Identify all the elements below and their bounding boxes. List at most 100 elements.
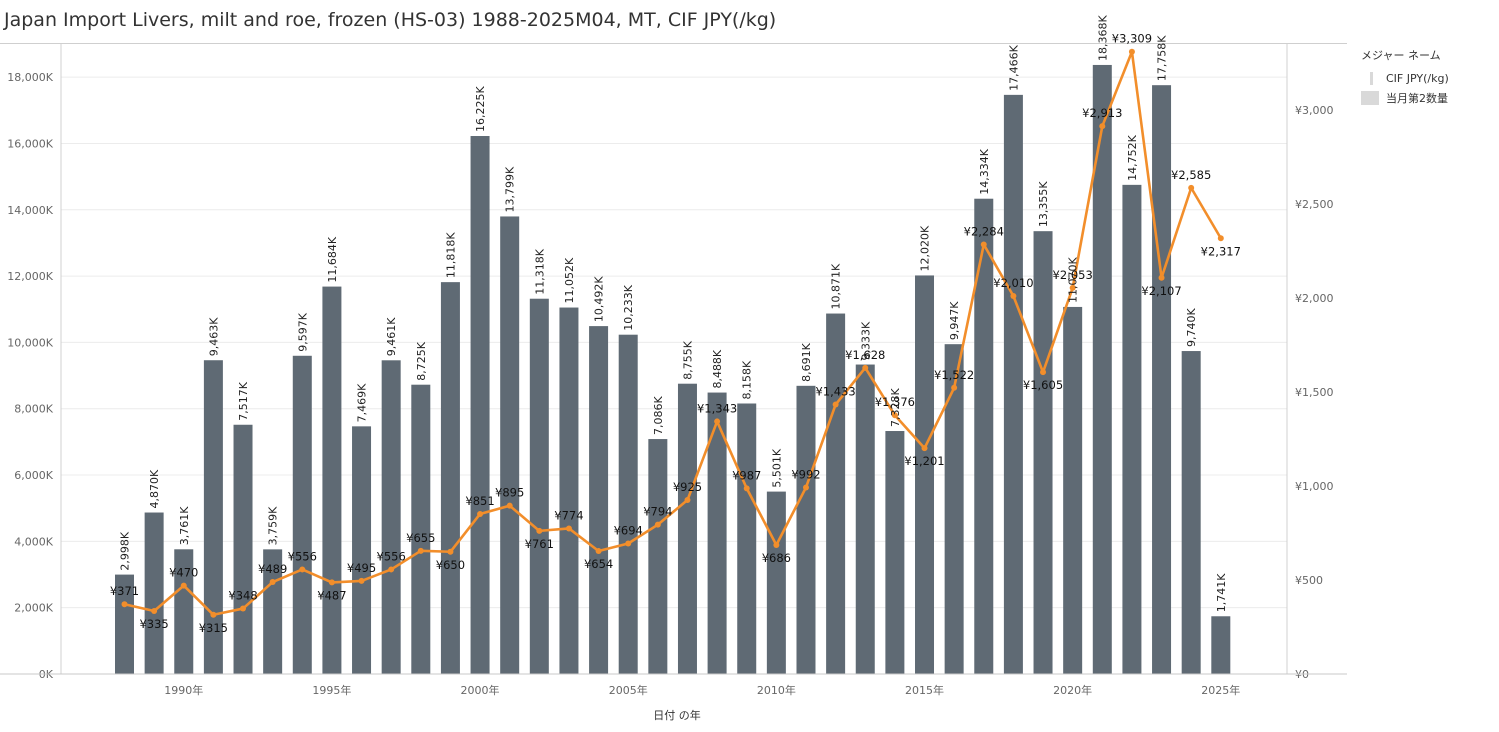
line-point[interactable]	[417, 547, 424, 554]
line-point[interactable]	[477, 510, 484, 517]
line-point[interactable]	[714, 418, 721, 425]
line-point[interactable]	[388, 566, 395, 573]
line-point[interactable]	[1040, 369, 1047, 376]
bar[interactable]	[826, 313, 846, 674]
bar[interactable]	[855, 364, 875, 674]
bar[interactable]	[707, 392, 727, 674]
line-point[interactable]	[1099, 123, 1106, 130]
bar[interactable]	[1033, 231, 1053, 674]
bar[interactable]	[529, 298, 549, 674]
line-point[interactable]	[1158, 274, 1165, 281]
bar[interactable]	[203, 360, 223, 674]
line-point[interactable]	[506, 502, 513, 509]
legend-title: メジャー ネーム	[1361, 49, 1441, 62]
bar[interactable]	[1003, 94, 1023, 675]
line-value-label: ¥2,317	[1201, 244, 1241, 258]
line-point[interactable]	[269, 579, 276, 586]
y-right-tick-label: ¥2,500	[1295, 198, 1334, 211]
line-point[interactable]	[832, 401, 839, 408]
bar-value-label: 12,020K	[919, 225, 932, 271]
x-tick-label: 2015年	[905, 683, 944, 697]
line-point[interactable]	[1010, 293, 1017, 299]
line-point[interactable]	[951, 384, 958, 391]
bar[interactable]	[677, 383, 697, 674]
bar[interactable]	[1152, 85, 1172, 674]
bar[interactable]	[322, 286, 342, 674]
line-point[interactable]	[921, 445, 928, 452]
line-point[interactable]	[1217, 235, 1224, 242]
bar[interactable]	[944, 344, 964, 674]
bar[interactable]	[411, 384, 431, 674]
bar[interactable]	[115, 574, 134, 674]
bar[interactable]	[648, 439, 668, 674]
bar[interactable]	[174, 549, 194, 674]
bar[interactable]	[915, 275, 935, 674]
y-left-tick-label: 6,000K	[14, 469, 53, 482]
legend-item-cif-price[interactable]: CIF JPY(/kg)	[1361, 69, 1449, 88]
bar[interactable]	[500, 216, 520, 674]
bar[interactable]	[381, 360, 401, 674]
line-value-label: ¥987	[732, 468, 761, 482]
line-point[interactable]	[1069, 284, 1076, 291]
bar[interactable]	[470, 136, 490, 674]
bar-value-label: 9,947K	[948, 301, 961, 340]
bar[interactable]	[766, 491, 786, 674]
bar[interactable]	[559, 307, 579, 674]
line-point[interactable]	[358, 577, 365, 584]
line-point[interactable]	[802, 484, 809, 491]
line-point[interactable]	[180, 582, 187, 589]
line-point[interactable]	[328, 579, 335, 586]
bar[interactable]	[737, 403, 757, 674]
bar[interactable]	[1122, 184, 1142, 674]
bar[interactable]	[144, 512, 164, 674]
axes: 0K2,000K4,000K6,000K8,000K10,000K12,000K…	[0, 44, 1347, 722]
bar-value-label: 13,799K	[504, 166, 517, 212]
line-point[interactable]	[891, 412, 898, 419]
line-point[interactable]	[210, 611, 217, 618]
bar[interactable]	[1092, 64, 1112, 674]
bar[interactable]	[974, 198, 994, 675]
bar-value-label: 11,318K	[533, 248, 546, 294]
bar[interactable]	[1063, 306, 1083, 674]
line-point[interactable]	[536, 527, 543, 534]
bar-value-label: 9,463K	[207, 317, 220, 356]
line-value-label: ¥2,010	[993, 276, 1033, 290]
bar-value-label: 14,334K	[978, 148, 991, 194]
legend-item-quantity[interactable]: 当月第2数量	[1361, 88, 1449, 107]
bar[interactable]	[292, 355, 312, 674]
bar-value-label: 5,501K	[770, 448, 783, 487]
line-point[interactable]	[773, 541, 780, 548]
line-point[interactable]	[1188, 184, 1195, 191]
line-value-label: ¥1,433	[815, 385, 855, 399]
bar[interactable]	[440, 282, 460, 674]
line-value-label: ¥794	[643, 505, 672, 519]
x-tick-label: 2010年	[757, 683, 796, 697]
line-point[interactable]	[980, 241, 987, 248]
line-value-label: ¥487	[317, 588, 346, 602]
bar[interactable]	[1211, 616, 1231, 674]
line-point[interactable]	[743, 485, 750, 492]
line-value-label: ¥2,913	[1082, 106, 1122, 120]
line-point[interactable]	[654, 521, 661, 528]
bar[interactable]	[885, 431, 905, 674]
line-point[interactable]	[151, 608, 158, 614]
bar[interactable]	[1181, 351, 1201, 674]
line-point[interactable]	[625, 540, 632, 547]
bar[interactable]	[352, 426, 372, 674]
bar[interactable]	[589, 326, 609, 674]
bar[interactable]	[796, 385, 816, 674]
bar-value-label: 13,355K	[1037, 181, 1050, 227]
line-point[interactable]	[447, 548, 454, 555]
bar[interactable]	[618, 334, 638, 674]
line-point[interactable]	[240, 605, 247, 612]
line-point[interactable]	[1128, 48, 1135, 55]
line-point[interactable]	[565, 525, 572, 532]
line-point[interactable]	[862, 364, 869, 371]
y-right-tick-label: ¥2,000	[1295, 292, 1334, 305]
line-point[interactable]	[595, 548, 602, 555]
line-point[interactable]	[684, 497, 691, 504]
line-point[interactable]	[121, 601, 128, 608]
bar-value-label: 3,761K	[178, 506, 191, 545]
line-point[interactable]	[299, 566, 306, 573]
bar[interactable]	[233, 424, 253, 674]
